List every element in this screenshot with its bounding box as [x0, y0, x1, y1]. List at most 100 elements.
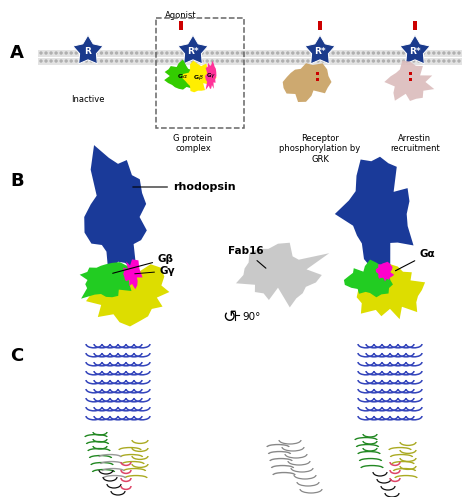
Polygon shape [400, 35, 430, 64]
Circle shape [166, 52, 168, 54]
Text: ↺: ↺ [222, 308, 236, 326]
Circle shape [337, 60, 339, 62]
Text: Gγ: Gγ [135, 266, 176, 276]
Circle shape [95, 52, 97, 54]
Circle shape [373, 52, 374, 54]
Circle shape [85, 60, 87, 62]
Text: Gα: Gα [395, 249, 436, 271]
Text: R*: R* [187, 48, 199, 57]
Circle shape [387, 60, 390, 62]
Circle shape [287, 60, 289, 62]
Circle shape [186, 52, 188, 54]
Circle shape [45, 60, 47, 62]
Circle shape [221, 52, 223, 54]
Text: Arrestin
recruitment: Arrestin recruitment [390, 134, 440, 154]
Circle shape [206, 52, 208, 54]
Circle shape [267, 52, 269, 54]
Polygon shape [357, 264, 425, 319]
Circle shape [176, 60, 178, 62]
Text: Gβ: Gβ [113, 254, 174, 273]
Circle shape [352, 60, 354, 62]
Circle shape [402, 52, 405, 54]
Circle shape [413, 60, 415, 62]
Circle shape [206, 60, 208, 62]
Circle shape [256, 52, 258, 54]
Circle shape [377, 52, 379, 54]
Circle shape [373, 60, 374, 62]
Text: C: C [10, 347, 23, 365]
Circle shape [302, 60, 304, 62]
Circle shape [453, 52, 455, 54]
Circle shape [231, 52, 233, 54]
Circle shape [262, 60, 264, 62]
Circle shape [332, 52, 334, 54]
Polygon shape [178, 35, 208, 64]
Circle shape [433, 52, 435, 54]
Circle shape [322, 60, 324, 62]
Circle shape [408, 60, 410, 62]
Polygon shape [164, 60, 205, 89]
Circle shape [448, 52, 450, 54]
Circle shape [50, 60, 52, 62]
Bar [413, 21, 417, 30]
Text: G$\beta$: G$\beta$ [192, 74, 203, 83]
Circle shape [131, 52, 133, 54]
Circle shape [347, 60, 349, 62]
Bar [38, 58, 462, 65]
Circle shape [312, 52, 314, 54]
Bar [316, 78, 319, 81]
Circle shape [40, 52, 42, 54]
Circle shape [272, 60, 273, 62]
Circle shape [438, 52, 440, 54]
Circle shape [458, 52, 460, 54]
Circle shape [211, 60, 213, 62]
Circle shape [80, 52, 82, 54]
Circle shape [241, 52, 244, 54]
Text: Agonist: Agonist [165, 11, 197, 20]
Circle shape [423, 52, 425, 54]
Circle shape [307, 52, 309, 54]
Text: G$\alpha$: G$\alpha$ [177, 72, 189, 80]
Circle shape [458, 60, 460, 62]
Circle shape [392, 60, 394, 62]
Circle shape [120, 52, 123, 54]
Bar [316, 72, 319, 75]
Circle shape [357, 52, 359, 54]
Bar [179, 21, 183, 30]
Circle shape [387, 52, 390, 54]
Circle shape [60, 52, 62, 54]
Circle shape [131, 60, 133, 62]
Bar [409, 78, 412, 81]
Text: 90°: 90° [242, 312, 260, 322]
Circle shape [327, 60, 329, 62]
Text: G$\gamma$: G$\gamma$ [206, 72, 216, 81]
Circle shape [106, 52, 108, 54]
Circle shape [327, 52, 329, 54]
Circle shape [418, 60, 419, 62]
Circle shape [317, 52, 319, 54]
Polygon shape [86, 264, 169, 327]
Circle shape [80, 60, 82, 62]
Circle shape [40, 60, 42, 62]
Circle shape [433, 60, 435, 62]
Circle shape [95, 60, 97, 62]
Circle shape [55, 52, 57, 54]
Circle shape [211, 52, 213, 54]
Circle shape [383, 52, 384, 54]
Polygon shape [182, 61, 217, 92]
Circle shape [161, 60, 163, 62]
Circle shape [166, 60, 168, 62]
Circle shape [120, 60, 123, 62]
Circle shape [317, 60, 319, 62]
Polygon shape [80, 262, 133, 299]
Circle shape [181, 60, 183, 62]
Circle shape [262, 52, 264, 54]
Circle shape [256, 60, 258, 62]
Polygon shape [236, 243, 329, 308]
Polygon shape [123, 259, 143, 289]
Text: R*: R* [409, 48, 421, 57]
Circle shape [161, 52, 163, 54]
Circle shape [136, 52, 137, 54]
Circle shape [216, 60, 218, 62]
Circle shape [428, 52, 430, 54]
